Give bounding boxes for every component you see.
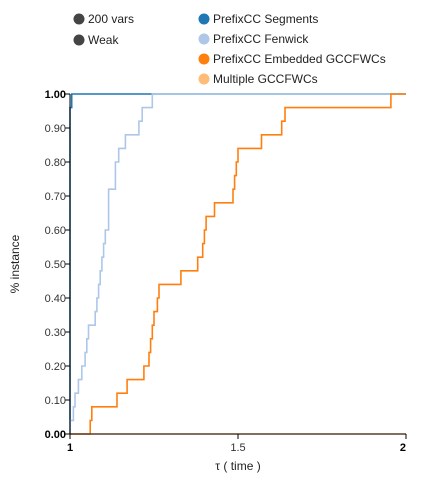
y-tick-label-8: 0.80 [45, 157, 66, 169]
y-tick-label-5: 0.50 [45, 259, 66, 271]
series-lines [69, 93, 406, 435]
y-tick-label-1: 0.10 [45, 395, 66, 407]
axes: 0.00 0.10 0.20 0.30 0.40 0.50 0.60 0.70 0.80 0.90… [45, 89, 407, 454]
legend-label-5: Multiple GCCFWCs [213, 72, 318, 86]
y-tick-label-0: 0.00 [45, 429, 66, 441]
x-tick-label-1: 1.5 [230, 442, 245, 454]
legend-marker-4 [198, 53, 210, 65]
y-tick-label-7: 0.70 [45, 191, 66, 203]
legend-label-0: 200 vars [88, 12, 134, 26]
legend-marker-2 [198, 13, 210, 25]
legend-label-4: PrefixCC Embedded GCCFWCs [213, 52, 386, 66]
y-tick-label-10: 1.00 [45, 89, 66, 101]
y-tick-label-3: 0.30 [45, 327, 66, 339]
y-axis-label: % instance [8, 234, 22, 293]
legend-label-1: Weak [88, 33, 119, 47]
legend-marker-5 [198, 73, 210, 85]
legend-label-3: PrefixCC Fenwick [213, 32, 309, 46]
series-line-1 [69, 93, 406, 434]
x-axis-label: τ ( time ) [215, 459, 260, 473]
x-tick-label-0: 1 [67, 442, 73, 454]
series-line-0 [69, 93, 406, 434]
series-line-2 [70, 93, 406, 435]
legend-label-2: PrefixCC Segments [213, 12, 318, 26]
legend-marker-0 [73, 13, 85, 25]
y-tick-label-2: 0.20 [45, 361, 66, 373]
y-tick-label-6: 0.60 [45, 225, 66, 237]
legend-marker-3 [198, 33, 210, 45]
y-tick-label-4: 0.40 [45, 293, 66, 305]
x-tick-label-2: 2 [400, 442, 406, 454]
plot-area: 0.00 0.10 0.20 0.30 0.40 0.50 0.60 0.70 0.80 0.90… [45, 89, 407, 454]
y-tick-label-9: 0.90 [45, 123, 66, 135]
legend-marker-1 [73, 34, 85, 46]
legend: 200 vars Weak PrefixCC Segments PrefixCC Fe… [73, 12, 386, 86]
